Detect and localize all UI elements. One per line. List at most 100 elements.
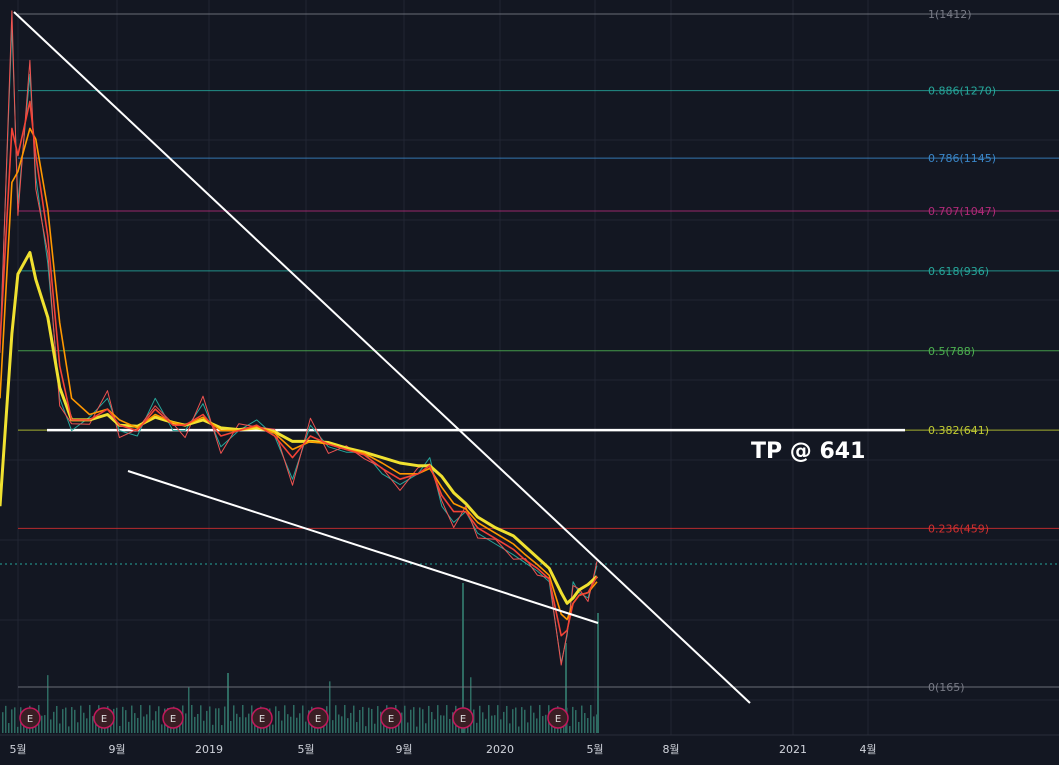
volume-bar	[131, 705, 133, 733]
volume-bar	[458, 722, 460, 733]
volume-bar	[575, 710, 577, 733]
volume-bar	[338, 714, 340, 733]
volume-bar	[374, 723, 376, 733]
volume-bar	[509, 723, 511, 733]
volume-bar	[41, 715, 43, 733]
earnings-circle	[307, 707, 329, 729]
trend-lines	[13, 11, 751, 704]
volume-bar	[110, 723, 112, 733]
volume-bar	[323, 724, 325, 733]
volume-bar	[278, 711, 280, 733]
volume-bar	[449, 718, 451, 733]
tp-annotation: TP @ 641	[751, 439, 865, 464]
volume-bar	[542, 716, 544, 733]
earnings-label: E	[460, 714, 466, 725]
volume-bar	[305, 721, 307, 733]
volume-bar	[287, 714, 289, 733]
descending-support-line	[127, 470, 599, 624]
earnings-label: E	[259, 714, 265, 725]
volume-bar	[398, 718, 400, 733]
volume-bar	[482, 712, 484, 733]
volume-bar	[440, 715, 442, 733]
volume-bar	[206, 710, 208, 733]
earnings-circle	[251, 707, 273, 729]
volume-bar	[494, 715, 496, 733]
volume-bar	[158, 706, 160, 733]
volume-bar	[413, 707, 415, 733]
volume-bar	[284, 705, 286, 733]
volume-bar	[530, 705, 532, 733]
x-tick-label: 4월	[859, 743, 876, 756]
volume-bar	[467, 726, 469, 733]
volume-bar	[410, 709, 412, 733]
volume-bar	[296, 717, 298, 733]
x-axis-band	[0, 735, 1059, 765]
volume-bar	[134, 713, 136, 733]
volume-bar	[179, 721, 181, 733]
volume-bar	[350, 712, 352, 733]
volume-bar	[89, 705, 91, 733]
volume-bar	[185, 713, 187, 733]
volume-bar	[212, 724, 214, 733]
volume-bar	[74, 709, 76, 733]
volume-bar	[8, 723, 10, 733]
volume-bar	[290, 716, 292, 733]
volume-bar	[155, 711, 157, 733]
volume-bar	[431, 711, 433, 733]
volume-bar	[170, 725, 172, 733]
volume-bar	[527, 722, 529, 733]
descending-resistance-line	[13, 11, 751, 704]
volume-bar	[428, 705, 430, 733]
volume-bar	[275, 706, 277, 733]
volume-bar	[479, 705, 481, 733]
earnings-label: E	[170, 714, 176, 725]
volume-bar	[188, 687, 190, 733]
volume-bar	[422, 709, 424, 733]
earnings-marker: E	[162, 707, 184, 729]
volume-bar	[344, 705, 346, 733]
earnings-marker: E	[251, 707, 273, 729]
volume-bar	[470, 677, 472, 733]
volume-bar	[248, 713, 250, 733]
x-tick-label: 5월	[9, 743, 26, 756]
volume-bar	[437, 705, 439, 733]
volume-bar	[443, 715, 445, 733]
fib-label-0.707: 0.707(1047)	[928, 205, 996, 218]
volume-bar	[335, 705, 337, 733]
volume-bar	[83, 712, 85, 733]
volume-bar	[491, 715, 493, 733]
x-tick-label: 8월	[662, 743, 679, 756]
volume-bar	[161, 724, 163, 733]
volume-bar	[371, 708, 373, 733]
volume-bar	[146, 714, 148, 733]
volume-bar	[125, 710, 127, 733]
volume-bar	[17, 726, 19, 733]
volume-bar	[230, 720, 232, 733]
fib-label-0.5: 0.5(788)	[928, 345, 975, 358]
volume-spike	[462, 583, 464, 733]
volume-bar	[536, 718, 538, 733]
ema-fast-line	[0, 100, 598, 637]
earnings-marker: E	[19, 707, 41, 729]
volume-bar	[353, 705, 355, 733]
earnings-circle	[93, 707, 115, 729]
volume-bar	[200, 705, 202, 733]
volume-bar	[59, 723, 61, 733]
volume-bar	[218, 708, 220, 733]
earnings-marker: E	[307, 707, 329, 729]
volume-bar	[587, 718, 589, 733]
earnings-label: E	[315, 714, 321, 725]
earnings-marker: E	[380, 707, 402, 729]
volume-bar	[347, 718, 349, 733]
volume-bar	[128, 721, 130, 733]
price-line-alt	[0, 10, 598, 666]
volume-bar	[359, 710, 361, 733]
volume-bar	[560, 723, 562, 733]
volume-bar	[584, 712, 586, 733]
volume-bar	[140, 705, 142, 733]
volume-bar	[515, 707, 517, 733]
volume-bar	[239, 717, 241, 733]
volume-bar	[503, 711, 505, 733]
